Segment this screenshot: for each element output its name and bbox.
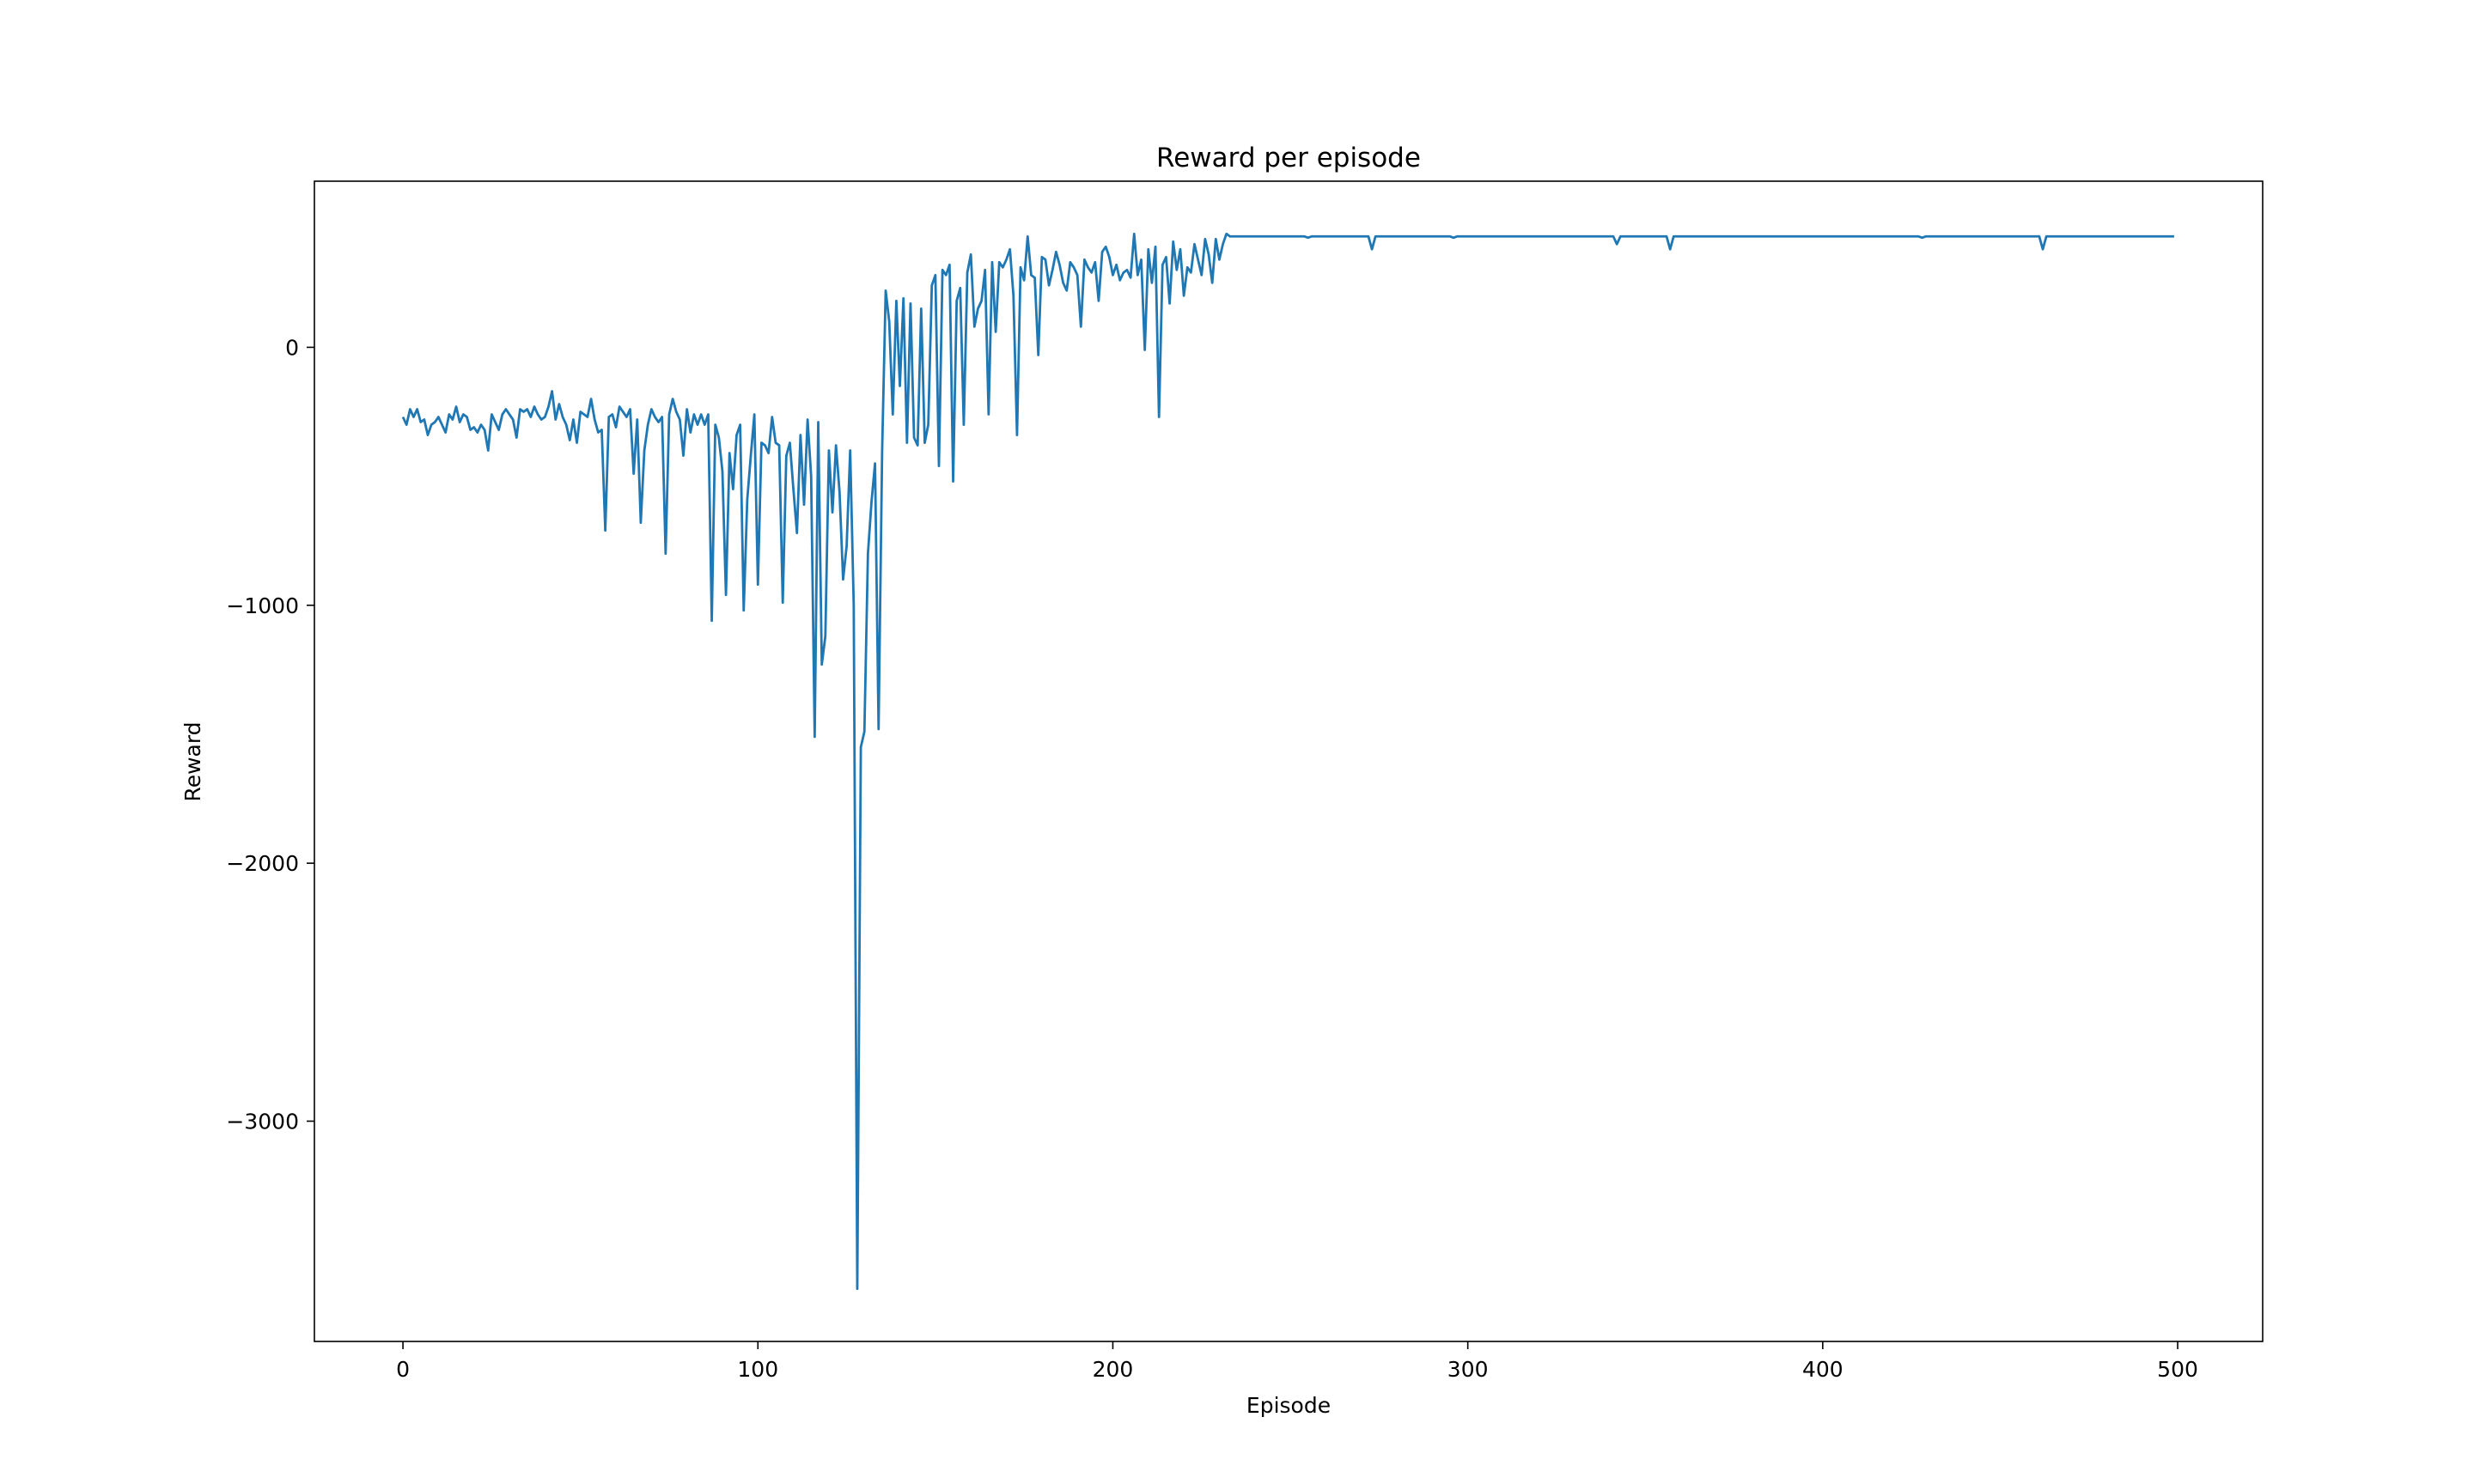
line-series — [401, 232, 2174, 1291]
y-axis-label: Reward — [180, 721, 205, 801]
x-axis-label: Episode — [1246, 1393, 1331, 1418]
y-tick-label: 0 — [285, 335, 299, 360]
x-tick-label: 300 — [1447, 1357, 1489, 1382]
x-tick-label: 400 — [1802, 1357, 1843, 1382]
y-tick-label: −2000 — [226, 851, 299, 876]
y-tick-label: −1000 — [226, 593, 299, 618]
x-tick-label: 0 — [396, 1357, 410, 1382]
x-tick-label: 200 — [1093, 1357, 1134, 1382]
x-tick-label: 100 — [737, 1357, 778, 1382]
chart-title: Reward per episode — [1156, 143, 1421, 173]
plot-frame — [314, 180, 2264, 1342]
x-tick-label: 500 — [2157, 1357, 2198, 1382]
y-tick-label: −3000 — [226, 1109, 299, 1134]
